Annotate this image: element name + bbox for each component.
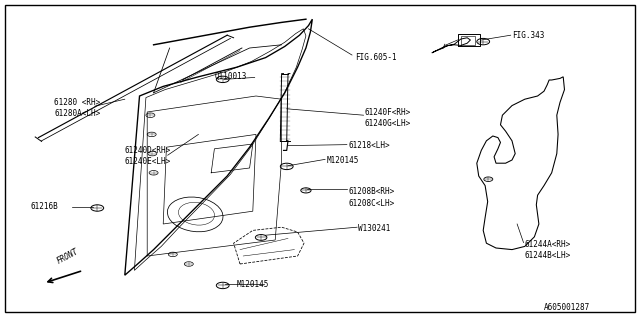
Text: 61208B<RH>: 61208B<RH>: [349, 188, 395, 196]
Text: 61240D<RH>: 61240D<RH>: [125, 146, 171, 155]
Text: 61280 <RH>: 61280 <RH>: [54, 98, 100, 107]
Text: W130241: W130241: [358, 224, 391, 233]
Text: 61240E<LH>: 61240E<LH>: [125, 157, 171, 166]
Text: 61218<LH>: 61218<LH>: [349, 141, 390, 150]
Text: A605001287: A605001287: [544, 303, 590, 312]
Text: M120145: M120145: [326, 156, 359, 164]
Text: 61244B<LH>: 61244B<LH>: [525, 252, 571, 260]
Text: FIG.605-1: FIG.605-1: [355, 53, 397, 62]
Text: 61244A<RH>: 61244A<RH>: [525, 240, 571, 249]
Text: 61240G<LH>: 61240G<LH>: [365, 119, 411, 128]
Text: FRONT: FRONT: [55, 247, 79, 266]
Text: 61208C<LH>: 61208C<LH>: [349, 199, 395, 208]
Text: M120145: M120145: [237, 280, 269, 289]
Text: 61240F<RH>: 61240F<RH>: [365, 108, 411, 116]
Text: Q110013: Q110013: [214, 72, 247, 81]
Text: 61216B: 61216B: [31, 202, 58, 211]
Text: 61280A<LH>: 61280A<LH>: [54, 109, 100, 118]
Text: FIG.343: FIG.343: [512, 31, 545, 40]
